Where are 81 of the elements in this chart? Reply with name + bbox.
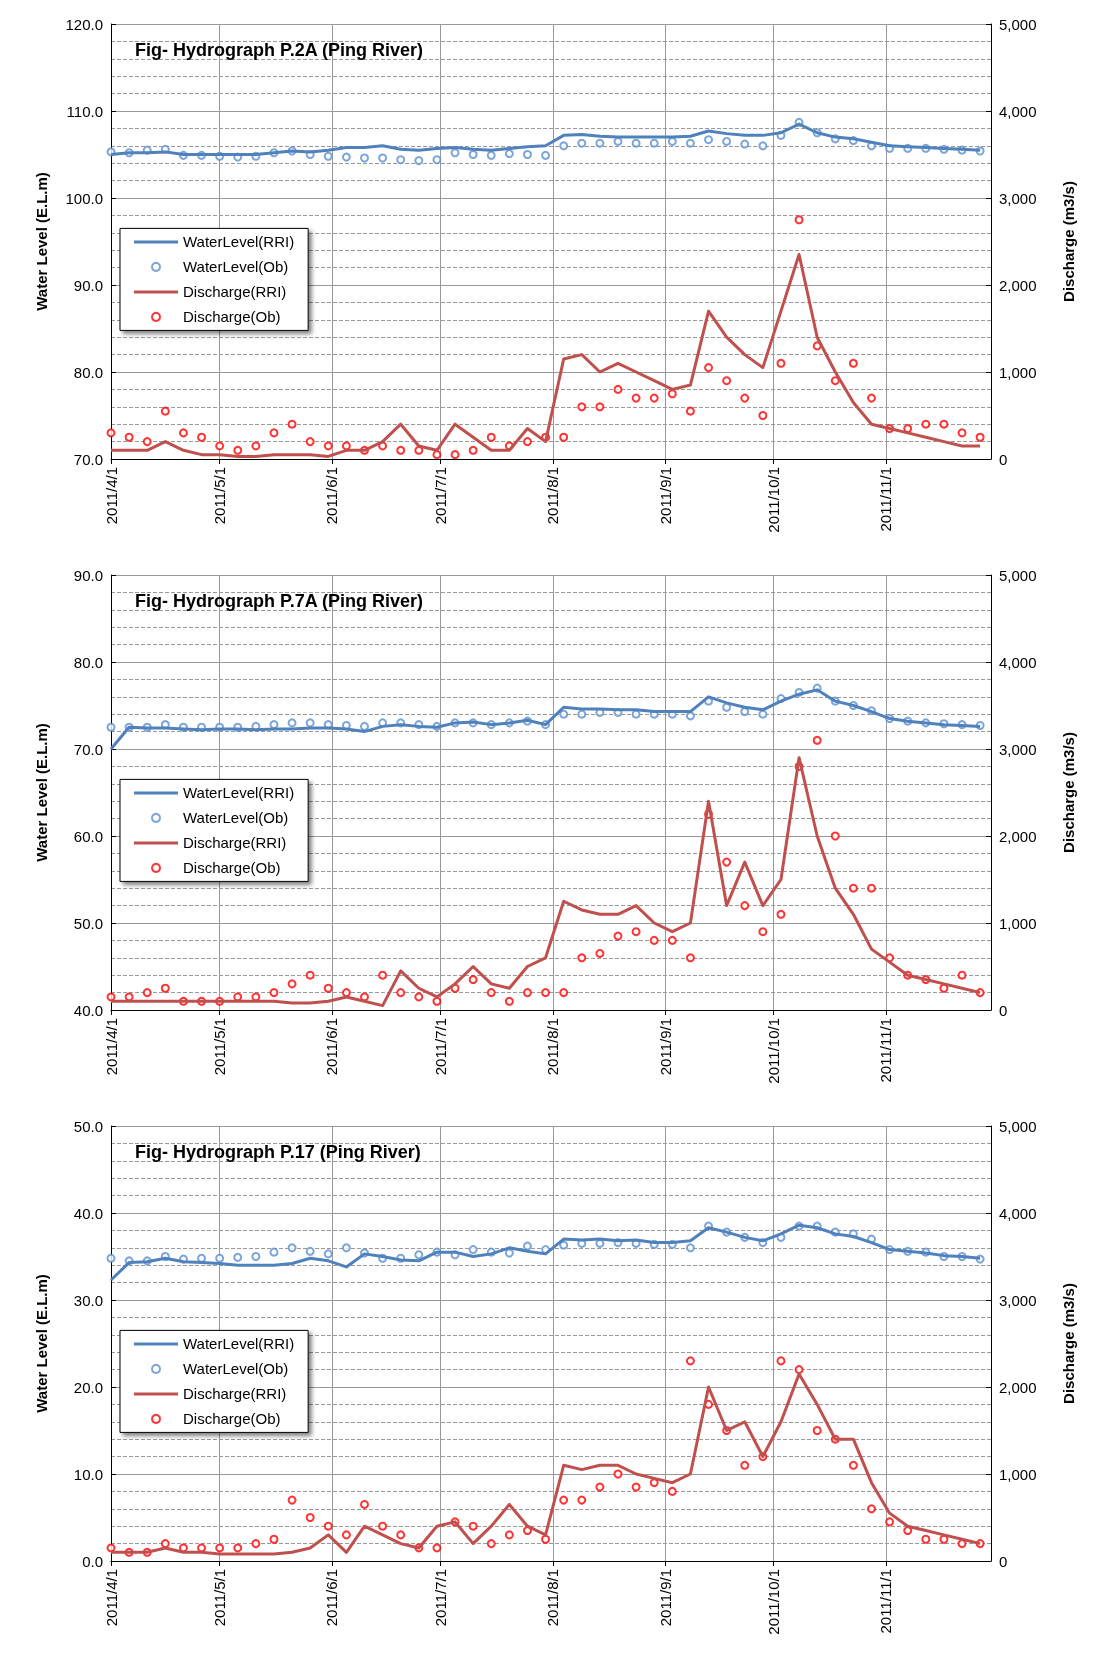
x-tick-label: 2011/7/1 [432,1569,450,1627]
x-tick-label: 2011/4/1 [102,1569,120,1627]
y2-tick-label: 5,000 [999,1117,1037,1135]
y2-axis-title: Discharge (m3/s) [1060,1283,1077,1404]
legend-label: Discharge(Ob) [183,1410,281,1428]
x-tick-label: 2011/6/1 [323,1018,341,1076]
y2-tick-label: 0 [999,450,1008,468]
y2-tick-label: 3,000 [999,189,1037,207]
x-tick-label: 2011/10/1 [765,467,783,533]
x-tick-label: 2011/5/1 [211,1018,229,1076]
y2-tick-label: 2,000 [999,1378,1037,1396]
legend-label: Discharge(Ob) [183,859,281,877]
y-axis-title: Water Level (E.L.m) [33,172,50,311]
y2-tick-label: 1,000 [999,1465,1037,1483]
y2-tick-label: 4,000 [999,102,1037,120]
y-axis-title: Water Level (E.L.m) [33,723,50,862]
y-tick-label: 90.0 [73,566,103,584]
y-tick-label: 10.0 [73,1465,103,1483]
y-tick-label: 50.0 [73,1117,103,1135]
y2-tick-label: 1,000 [999,914,1037,932]
y2-axis-title: Discharge (m3/s) [1060,181,1077,302]
y-tick-label: 70.0 [73,450,103,468]
y-tick-label: 0.0 [82,1552,103,1570]
x-tick-label: 2011/7/1 [432,467,450,525]
y-tick-label: 70.0 [73,740,103,758]
legend-label: WaterLevel(RRI) [183,233,295,251]
y2-tick-label: 4,000 [999,1204,1037,1222]
text: Fig- Hydrograph P.17 (Ping River) [135,1142,421,1162]
legend-label: WaterLevel(Ob) [183,809,289,827]
y-tick-label: 120.0 [65,15,103,33]
y-tick-label: 90.0 [73,276,103,294]
x-tick-label: 2011/11/1 [877,467,895,532]
x-tick-label: 2011/10/1 [765,1018,783,1084]
y-tick-label: 80.0 [73,363,103,381]
x-tick-label: 2011/5/1 [211,467,229,525]
y2-tick-label: 5,000 [999,15,1037,33]
x-tick-label: 2011/9/1 [656,467,674,525]
x-tick-label: 2011/8/1 [544,1569,562,1627]
y2-tick-label: 2,000 [999,827,1037,845]
x-tick-label: 2011/10/1 [765,1569,783,1635]
y2-axis-title: Discharge (m3/s) [1060,732,1077,853]
legend-label: WaterLevel(Ob) [183,258,289,276]
y-tick-label: 80.0 [73,653,103,671]
y-tick-label: 50.0 [73,914,103,932]
text: Fig- Hydrograph P.7A (Ping River) [135,591,424,611]
x-tick-label: 2011/6/1 [323,1569,341,1627]
x-tick-label: 2011/4/1 [102,467,120,525]
y2-tick-label: 5,000 [999,566,1037,584]
x-tick-label: 2011/11/1 [877,1569,895,1634]
legend-label: Discharge(Ob) [183,308,281,326]
y-tick-label: 110.0 [66,102,103,120]
y-tick-label: 60.0 [73,827,103,845]
x-tick-label: 2011/8/1 [544,1018,562,1076]
legend-label: WaterLevel(Ob) [183,1360,289,1378]
y-tick-label: 40.0 [73,1001,103,1019]
x-tick-label: 2011/4/1 [102,1018,120,1076]
y-tick-label: 100.0 [65,189,103,207]
x-tick-label: 2011/8/1 [544,467,562,525]
x-tick-label: 2011/5/1 [211,1569,229,1627]
x-tick-label: 2011/7/1 [432,1018,450,1076]
legend-label: Discharge(RRI) [183,283,287,301]
y2-tick-label: 4,000 [999,653,1037,671]
y-tick-label: 20.0 [73,1378,103,1396]
text: Fig- Hydrograph P.2A (Ping River) [135,40,424,60]
x-tick-label: 2011/11/1 [877,1018,895,1083]
x-tick-label: 2011/6/1 [323,467,341,525]
y2-tick-label: 1,000 [999,363,1037,381]
y2-tick-label: 0 [999,1552,1008,1570]
y-tick-label: 30.0 [73,1291,103,1309]
y2-tick-label: 3,000 [999,1291,1037,1309]
legend-label: Discharge(RRI) [183,1385,287,1403]
y2-tick-label: 2,000 [999,276,1037,294]
y-axis-title: Water Level (E.L.m) [33,1274,50,1413]
y2-tick-label: 0 [999,1001,1008,1019]
y-tick-label: 40.0 [73,1204,103,1222]
y2-tick-label: 3,000 [999,740,1037,758]
x-tick-label: 2011/9/1 [656,1569,674,1627]
x-tick-label: 2011/9/1 [656,1018,674,1076]
legend-label: Discharge(RRI) [183,834,287,852]
legend-label: WaterLevel(RRI) [183,1335,295,1353]
legend-label: WaterLevel(RRI) [183,784,295,802]
